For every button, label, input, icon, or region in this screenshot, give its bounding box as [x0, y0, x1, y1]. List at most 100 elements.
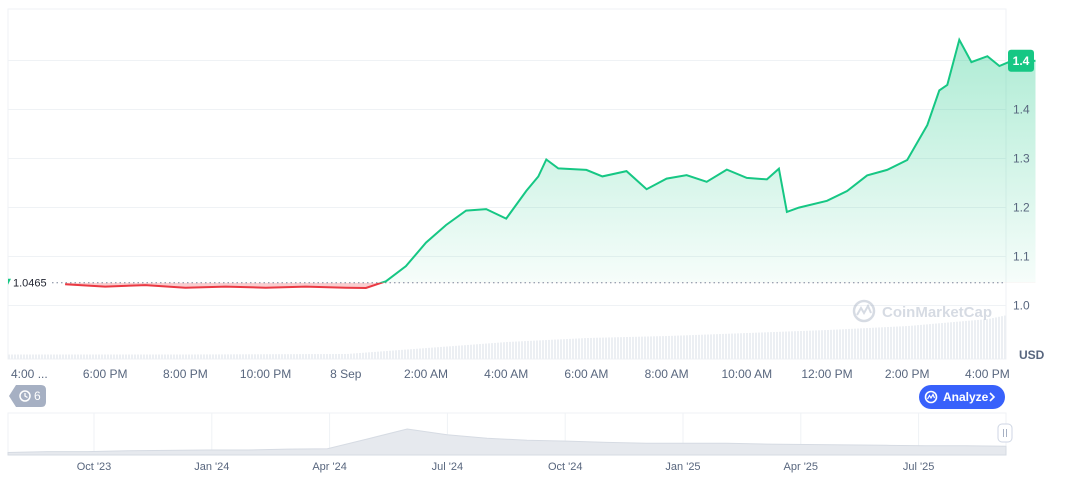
- drag-handle-icon: [1003, 429, 1007, 437]
- volume-bar: [368, 352, 370, 359]
- y-tick-label: 1.4: [1013, 103, 1030, 117]
- volume-bar: [458, 345, 460, 359]
- navigator-label: Jan '24: [194, 461, 229, 473]
- volume-bar: [398, 350, 400, 359]
- analyze-button[interactable]: Analyze: [919, 385, 1005, 409]
- volume-bar: [734, 333, 736, 359]
- x-tick-label: 12:00 PM: [801, 367, 852, 381]
- volume-bar: [788, 331, 790, 359]
- volume-bar: [344, 354, 346, 359]
- volume-bar: [161, 354, 163, 359]
- volume-bar: [665, 336, 667, 359]
- volume-bar: [548, 339, 550, 359]
- volume-bar: [521, 341, 523, 359]
- x-tick-label: 10:00 PM: [240, 367, 291, 381]
- analyze-logo-icon: [924, 390, 938, 404]
- volume-bar: [323, 354, 325, 359]
- volume-bar: [782, 331, 784, 359]
- volume-bar: [554, 339, 556, 359]
- history-button[interactable]: 6: [9, 385, 46, 407]
- volume-bar: [968, 320, 970, 359]
- volume-bar: [236, 354, 238, 359]
- volume-bar: [827, 330, 829, 359]
- x-tick-label: 4:00 PM: [965, 367, 1010, 381]
- volume-bar: [542, 340, 544, 359]
- volume-bar: [905, 326, 907, 359]
- volume-bar: [401, 349, 403, 359]
- volume-bar: [818, 330, 820, 359]
- volume-bar: [524, 341, 526, 359]
- volume-bar: [803, 330, 805, 359]
- volume-bar: [284, 354, 286, 359]
- volume-bar: [203, 354, 205, 359]
- volume-bar: [485, 343, 487, 359]
- volume-bar: [488, 343, 490, 359]
- volume-bar: [695, 334, 697, 359]
- volume-bar: [305, 354, 307, 359]
- volume-bar: [839, 329, 841, 359]
- volume-bar: [428, 347, 430, 359]
- volume-bar: [806, 330, 808, 359]
- volume-bar: [332, 354, 334, 359]
- volume-bar: [770, 332, 772, 359]
- volume-bar: [794, 331, 796, 359]
- volume-bar: [503, 342, 505, 359]
- volume-bar: [590, 337, 592, 359]
- volume-bar: [854, 328, 856, 359]
- volume-bar: [176, 354, 178, 359]
- volume-bar: [677, 335, 679, 359]
- volume-bar: [959, 321, 961, 359]
- volume-bar: [710, 334, 712, 359]
- volume-bar: [71, 354, 73, 359]
- volume-bar: [845, 329, 847, 359]
- volume-bar: [215, 354, 217, 359]
- volume-bar: [899, 326, 901, 359]
- volume-bar: [80, 354, 82, 359]
- volume-bar: [371, 352, 373, 359]
- volume-bar: [887, 327, 889, 359]
- volume-bar: [431, 347, 433, 359]
- baseline-value: 1.0465: [13, 278, 47, 290]
- volume-bar: [596, 337, 598, 359]
- volume-bar: [722, 333, 724, 359]
- volume-bar: [956, 321, 958, 359]
- volume-bar: [560, 339, 562, 359]
- volume-bar: [296, 354, 298, 359]
- volume-bar: [86, 354, 88, 359]
- navigator-label: Apr '24: [312, 461, 347, 473]
- volume-bar: [293, 354, 295, 359]
- volume-bar: [1004, 315, 1006, 359]
- navigator-handle[interactable]: [997, 423, 1013, 443]
- price-line-down: [65, 282, 385, 290]
- last-price-badge: 1.4: [1008, 49, 1034, 72]
- volume-bar: [824, 330, 826, 359]
- volume-bar: [680, 335, 682, 359]
- volume-bar: [701, 334, 703, 359]
- volume-bar: [545, 340, 547, 359]
- volume-bar: [800, 331, 802, 359]
- volume-bar: [365, 352, 367, 359]
- volume-bar: [383, 351, 385, 359]
- x-tick-label: 6:00 PM: [83, 367, 128, 381]
- volume-bar: [767, 332, 769, 359]
- volume-bar: [221, 354, 223, 359]
- price-area-above-baseline: [65, 39, 1036, 283]
- volume-bar: [575, 338, 577, 359]
- volume-bar: [914, 325, 916, 359]
- volume-bar: [779, 331, 781, 359]
- volume-bar: [212, 354, 214, 359]
- volume-bar: [944, 322, 946, 359]
- range-navigator[interactable]: Oct '23 Jan '24 Apr '24 Jul '24 Oct '24 Jan '…: [7, 412, 1013, 473]
- navigator-label: Jan '25: [665, 461, 700, 473]
- volume-bar: [629, 336, 631, 359]
- volume-bar: [242, 354, 244, 359]
- volume-bar: [638, 336, 640, 359]
- volume-bar: [125, 354, 127, 359]
- volume-bar: [350, 353, 352, 359]
- volume-bar: [326, 354, 328, 359]
- volume-bar: [593, 337, 595, 359]
- volume-bar: [620, 337, 622, 359]
- volume-bar: [605, 337, 607, 359]
- volume-bar: [44, 354, 46, 359]
